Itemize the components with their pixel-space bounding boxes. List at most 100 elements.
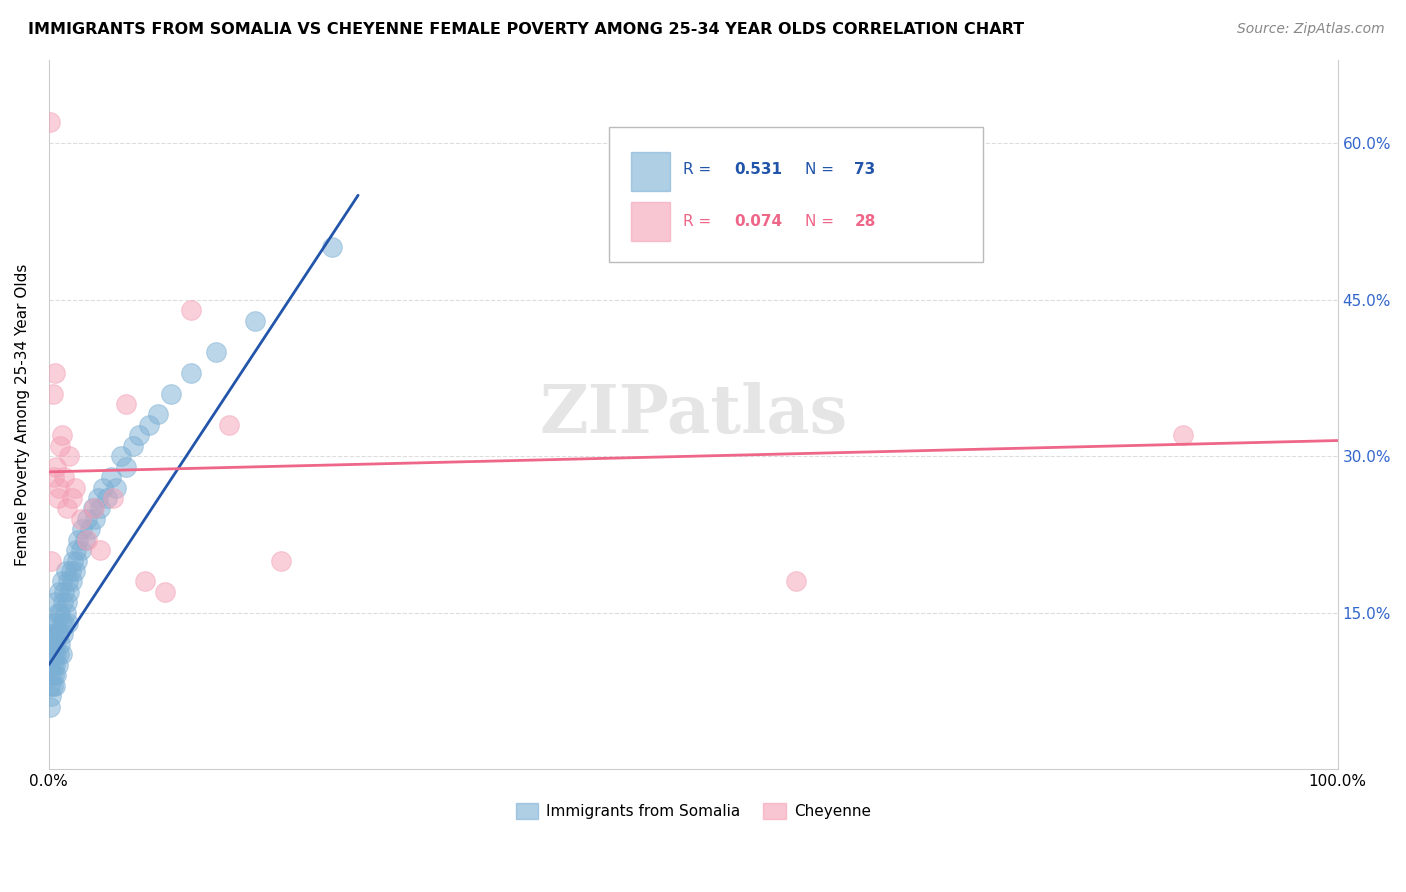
Point xyxy=(42,668,65,682)
Point xyxy=(45,459,67,474)
Point xyxy=(41,690,63,704)
Text: 0.531: 0.531 xyxy=(734,162,782,178)
Point xyxy=(76,512,98,526)
FancyBboxPatch shape xyxy=(631,202,671,241)
Point xyxy=(51,648,73,662)
Text: 73: 73 xyxy=(855,162,876,178)
Point xyxy=(53,616,76,631)
Point xyxy=(70,543,93,558)
Point xyxy=(59,564,82,578)
Point xyxy=(72,522,94,536)
Point xyxy=(51,428,73,442)
Point xyxy=(41,679,63,693)
Point xyxy=(41,637,63,651)
Point xyxy=(56,595,79,609)
Point xyxy=(121,439,143,453)
Point xyxy=(41,626,63,640)
Point xyxy=(45,648,67,662)
Point xyxy=(58,449,80,463)
Point xyxy=(270,553,292,567)
Text: Source: ZipAtlas.com: Source: ZipAtlas.com xyxy=(1237,22,1385,37)
Text: R =: R = xyxy=(683,214,716,229)
Point xyxy=(110,449,132,463)
Point xyxy=(785,574,807,589)
Point xyxy=(39,657,62,672)
Point xyxy=(82,501,104,516)
Point xyxy=(41,386,63,401)
Point xyxy=(41,553,63,567)
Point xyxy=(41,668,63,682)
FancyBboxPatch shape xyxy=(631,152,671,191)
Point xyxy=(205,344,228,359)
Point xyxy=(84,512,107,526)
Point xyxy=(1171,428,1194,442)
Point xyxy=(243,313,266,327)
Point xyxy=(41,657,63,672)
Point xyxy=(55,606,77,620)
Point xyxy=(45,668,67,682)
Point xyxy=(60,574,83,589)
Point xyxy=(39,115,62,129)
Point xyxy=(63,564,86,578)
Point xyxy=(104,481,127,495)
Point xyxy=(44,637,66,651)
Point xyxy=(79,522,101,536)
Point xyxy=(63,481,86,495)
Point xyxy=(128,428,150,442)
Point xyxy=(49,439,72,453)
Point xyxy=(58,585,80,599)
Point xyxy=(89,501,111,516)
Point xyxy=(56,616,79,631)
Point xyxy=(48,585,70,599)
Text: R =: R = xyxy=(683,162,716,178)
Point xyxy=(52,595,75,609)
Point xyxy=(49,637,72,651)
Point xyxy=(115,397,138,411)
Point xyxy=(56,574,79,589)
Point xyxy=(76,533,98,547)
Point xyxy=(42,626,65,640)
Point xyxy=(153,585,176,599)
Point xyxy=(48,481,70,495)
Point xyxy=(56,501,79,516)
Point xyxy=(218,417,240,432)
Point xyxy=(148,408,170,422)
Point xyxy=(46,657,69,672)
Text: 0.074: 0.074 xyxy=(734,214,783,229)
Point xyxy=(60,491,83,505)
Text: N =: N = xyxy=(806,214,839,229)
Point xyxy=(41,616,63,631)
Legend: Immigrants from Somalia, Cheyenne: Immigrants from Somalia, Cheyenne xyxy=(509,797,877,825)
Point xyxy=(53,470,76,484)
Point xyxy=(48,626,70,640)
Text: 28: 28 xyxy=(855,214,876,229)
Point xyxy=(49,606,72,620)
Point xyxy=(134,574,156,589)
Point xyxy=(160,386,183,401)
Point xyxy=(39,699,62,714)
Point xyxy=(70,512,93,526)
Y-axis label: Female Poverty Among 25-34 Year Olds: Female Poverty Among 25-34 Year Olds xyxy=(15,263,30,566)
Point xyxy=(45,616,67,631)
Point xyxy=(46,491,69,505)
Point xyxy=(89,543,111,558)
Point xyxy=(44,679,66,693)
Point xyxy=(44,595,66,609)
Point xyxy=(321,240,343,254)
Point xyxy=(44,366,66,380)
Point xyxy=(180,366,202,380)
Point xyxy=(51,574,73,589)
Text: IMMIGRANTS FROM SOMALIA VS CHEYENNE FEMALE POVERTY AMONG 25-34 YEAR OLDS CORRELA: IMMIGRANTS FROM SOMALIA VS CHEYENNE FEMA… xyxy=(28,22,1024,37)
Text: N =: N = xyxy=(806,162,839,178)
Point xyxy=(65,543,87,558)
Point xyxy=(46,606,69,620)
Point xyxy=(44,657,66,672)
Point xyxy=(73,533,96,547)
Point xyxy=(42,648,65,662)
Point xyxy=(66,553,89,567)
Point xyxy=(39,679,62,693)
Point xyxy=(52,626,75,640)
Point xyxy=(138,417,160,432)
Point xyxy=(96,491,118,505)
Point xyxy=(41,648,63,662)
